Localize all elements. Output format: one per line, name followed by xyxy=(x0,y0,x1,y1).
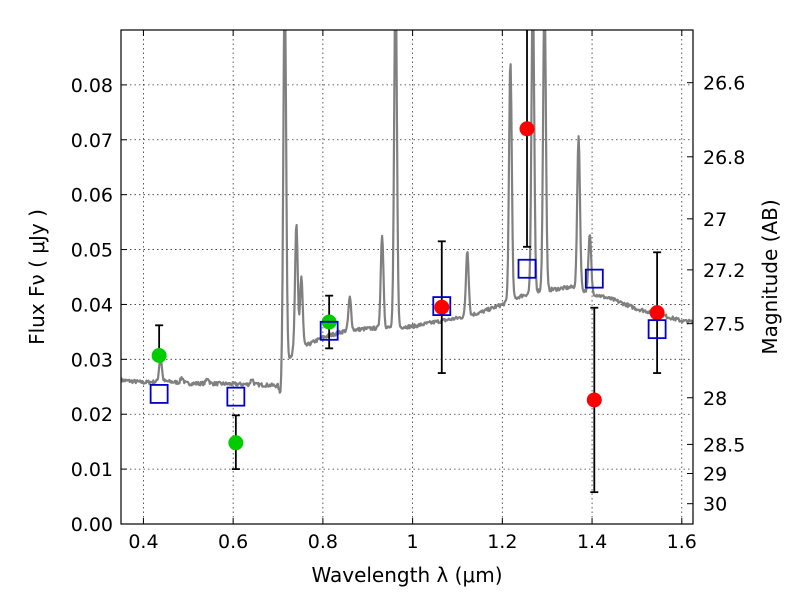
x-tick-label: 0.4 xyxy=(128,531,158,553)
y2-tick-label: 28 xyxy=(703,388,727,410)
model-band-flux-marker xyxy=(647,319,667,340)
x-axis-title: Wavelength λ (μm) xyxy=(311,563,502,587)
y-tick-label: 0.04 xyxy=(71,294,113,316)
model-band-flux-marker xyxy=(517,258,537,279)
data-point xyxy=(649,305,665,321)
y2-tick-label: 29 xyxy=(703,464,727,486)
error-bars xyxy=(155,30,662,494)
model-band-flux-marker xyxy=(584,268,604,289)
y-axis-left: 0.00 0.01 0.02 0.03 0.04 0.05 0.06 0.07 0.08 xyxy=(71,75,127,536)
model-band-flux-marker xyxy=(432,296,452,316)
y-axis-title: Flux Fν ( μJy ) xyxy=(25,209,49,345)
y2-tick-label: 26.6 xyxy=(703,73,745,95)
x-tick-label: 1.6 xyxy=(667,531,697,553)
model-band-flux-marker xyxy=(226,386,246,407)
y-tick-label: 0.02 xyxy=(71,404,113,426)
x-tick-label: 1.4 xyxy=(577,531,607,553)
y-tick-label: 0.05 xyxy=(71,240,113,262)
data-point xyxy=(151,347,167,363)
y2-tick-label: 28.5 xyxy=(703,434,745,456)
y-axis-right: 26.6 26.8 27 27.2 27.5 28 28.5 29 30 xyxy=(687,73,745,516)
y-axis-right-title: Magnitude (AB) xyxy=(758,199,782,354)
x-tick-label: 1 xyxy=(407,531,419,553)
data-point xyxy=(228,435,244,451)
model-band-flux-marker xyxy=(149,384,169,404)
y-tick-label: 0.01 xyxy=(71,459,113,481)
y-tick-label: 0.06 xyxy=(71,185,113,207)
plot-frame xyxy=(120,29,694,525)
grid xyxy=(121,30,693,524)
x-axis: 0.4 0.6 0.8 1 1.2 1.4 1.6 xyxy=(128,30,697,553)
model-spectrum-line xyxy=(121,30,693,394)
y-tick-label: 0.07 xyxy=(71,130,113,152)
y2-tick-label: 27.2 xyxy=(703,260,745,282)
model-band-flux-marker xyxy=(319,320,339,341)
y-tick-label: 0.08 xyxy=(71,75,113,97)
model-spectrum-layer xyxy=(121,30,693,394)
y-tick-label: 0.03 xyxy=(71,349,113,371)
y2-tick-label: 26.8 xyxy=(703,147,745,169)
y2-tick-label: 30 xyxy=(703,494,727,516)
x-tick-label: 0.6 xyxy=(218,531,248,553)
x-tick-label: 0.8 xyxy=(308,531,338,553)
data-point xyxy=(586,392,602,408)
data-point xyxy=(519,121,535,137)
y-tick-label: 0.00 xyxy=(71,514,113,536)
y2-tick-label: 27 xyxy=(703,209,727,231)
y2-tick-label: 27.5 xyxy=(703,314,745,336)
data-markers xyxy=(149,121,667,451)
x-tick-label: 1.2 xyxy=(487,531,517,553)
data-point xyxy=(434,299,450,315)
